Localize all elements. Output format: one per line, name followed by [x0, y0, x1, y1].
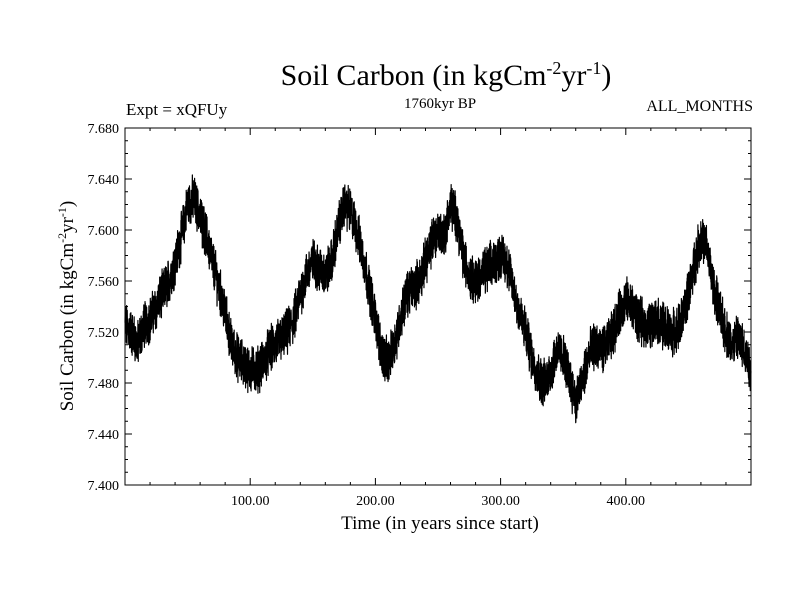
y-tick-label: 7.440 — [88, 428, 120, 443]
plot-frame — [124, 127, 752, 486]
experiment-label: Expt = xQFUy — [126, 100, 228, 119]
x-tick-label: 100.00 — [231, 494, 270, 509]
x-tick-label: 400.00 — [607, 494, 646, 509]
y-tick-label: 7.520 — [88, 326, 120, 341]
months-label: ALL_MONTHS — [646, 98, 753, 115]
period-label: 1760kyr BP — [403, 96, 477, 112]
x-axis-label: Time (in years since start) — [341, 513, 539, 534]
chart-title: Soil Carbon (in kgCm-2yr-1) — [280, 58, 612, 92]
x-tick-label: 300.00 — [481, 494, 520, 509]
soil-carbon-series-line — [124, 174, 752, 424]
y-tick-label: 7.680 — [88, 122, 120, 137]
x-tick-label: 200.00 — [356, 494, 395, 509]
y-tick-label: 7.560 — [88, 275, 120, 290]
y-tick-label: 7.600 — [88, 224, 120, 239]
y-tick-label: 7.480 — [88, 377, 120, 392]
y-tick-label: 7.640 — [88, 173, 120, 188]
y-tick-label: 7.400 — [88, 479, 120, 494]
